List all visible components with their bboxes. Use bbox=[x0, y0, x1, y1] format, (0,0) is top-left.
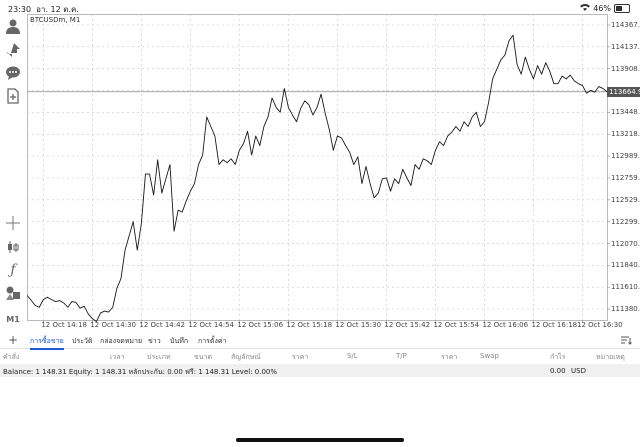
terminal-tabs: + การซื้อขาย ประวัติ กล่องจดหมาย ข่าว บั… bbox=[0, 333, 640, 350]
chat-icon[interactable] bbox=[4, 64, 22, 82]
sort-icon[interactable] bbox=[620, 335, 632, 345]
y-tick-label: 114367.60 bbox=[611, 20, 640, 29]
profit-value: 0.00 bbox=[550, 367, 566, 375]
orders-header: คำสั่ง เวลา ประเภท ขนาด สัญลักษณ์ ราคา S… bbox=[0, 350, 640, 362]
y-tick-label: 111840.35 bbox=[611, 261, 640, 270]
price-series-line bbox=[27, 34, 608, 322]
current-price-tag: 113664.91 bbox=[607, 86, 640, 97]
y-tick-label: 111380.85 bbox=[611, 305, 640, 314]
wifi-icon bbox=[580, 3, 591, 13]
timeframe-button[interactable]: M1 bbox=[6, 314, 20, 324]
col-time: เวลา bbox=[110, 353, 125, 361]
balance-text: Balance: 1 148.31 Equity: 1 148.31 หลักป… bbox=[3, 368, 278, 376]
col-type: ประเภท bbox=[147, 353, 171, 361]
chart-canvas[interactable] bbox=[27, 14, 640, 332]
y-tick-label: 112070.10 bbox=[611, 239, 640, 248]
y-tick-label: 112299.85 bbox=[611, 217, 640, 226]
y-tick-label: 113218.85 bbox=[611, 130, 640, 139]
x-tick-label: 12 Oct 15:54 bbox=[433, 321, 480, 329]
tab-trade[interactable]: การซื้อขาย bbox=[30, 336, 64, 350]
tab-news[interactable]: ข่าว bbox=[148, 337, 161, 345]
col-sl: S/L bbox=[347, 352, 358, 360]
crosshair-icon[interactable] bbox=[4, 214, 22, 232]
y-tick-label: 112989.10 bbox=[611, 152, 640, 161]
x-tick-label: 12 Oct 16:06 bbox=[482, 321, 529, 329]
price-chart[interactable]: BTCUSDm, M1 114367.60 114137.85 113908.10 1… bbox=[27, 14, 640, 332]
x-tick-label: 12 Oct 16:30 bbox=[577, 321, 623, 329]
y-tick-label: 112529.60 bbox=[611, 195, 640, 204]
x-tick-label: 12 Oct 14:30 bbox=[90, 321, 136, 329]
col-comment: หมายเหตุ bbox=[596, 353, 625, 361]
status-time: 23:30 bbox=[8, 5, 32, 14]
x-tick-label: 12 Oct 15:42 bbox=[384, 321, 431, 329]
left-toolbar: ƒ M1 bbox=[0, 14, 26, 332]
col-volume: ขนาด bbox=[194, 353, 213, 361]
col-order: คำสั่ง bbox=[3, 353, 20, 361]
balance-bar: Balance: 1 148.31 Equity: 1 148.31 หลักป… bbox=[0, 364, 640, 377]
status-right: 46% bbox=[580, 3, 630, 13]
objects-icon[interactable] bbox=[4, 284, 22, 302]
status-time-date: 23:30 อา. 12 ต.ค. bbox=[8, 3, 79, 16]
home-indicator bbox=[236, 438, 404, 442]
tab-journal[interactable]: บันทึก bbox=[170, 337, 189, 345]
col-profit: กำไร bbox=[550, 353, 566, 361]
add-icon[interactable]: + bbox=[8, 333, 19, 347]
x-tick-label: 12 Oct 16:18 bbox=[531, 321, 578, 329]
x-tick-label: 12 Oct 15:30 bbox=[335, 321, 382, 329]
col-swap: Swap bbox=[480, 352, 499, 360]
y-tick-label: 113908.10 bbox=[611, 64, 640, 73]
candlestick-icon[interactable] bbox=[4, 238, 22, 256]
function-icon[interactable]: ƒ bbox=[10, 262, 16, 278]
tab-settings[interactable]: การตั้งค่า bbox=[198, 337, 227, 345]
account-icon[interactable] bbox=[4, 17, 22, 35]
col-tp: T/P bbox=[396, 352, 407, 360]
y-tick-label: 114137.85 bbox=[611, 42, 640, 51]
col-symbol: สัญลักษณ์ bbox=[231, 353, 261, 361]
battery-percent: 46% bbox=[593, 3, 611, 13]
x-tick-label: 12 Oct 14:54 bbox=[188, 321, 235, 329]
status-date: อา. 12 ต.ค. bbox=[36, 5, 79, 14]
status-bar: 23:30 อา. 12 ต.ค. 46% bbox=[0, 0, 640, 14]
x-tick-label: 12 Oct 15:06 bbox=[237, 321, 284, 329]
x-tick-label: 12 Oct 15:18 bbox=[286, 321, 333, 329]
x-tick-label: 12 Oct 14:18 bbox=[41, 321, 87, 329]
tab-mailbox[interactable]: กล่องจดหมาย bbox=[100, 337, 143, 345]
col-price: ราคา bbox=[292, 353, 309, 361]
tab-history[interactable]: ประวัติ bbox=[72, 337, 93, 345]
trade-icon[interactable] bbox=[4, 41, 22, 59]
y-tick-label: 111610.60 bbox=[611, 283, 640, 292]
y-tick-label: 113448.60 bbox=[611, 108, 640, 117]
col-current-price: ราคา bbox=[441, 353, 458, 361]
battery-icon bbox=[614, 3, 630, 13]
add-document-icon[interactable] bbox=[4, 87, 22, 105]
chart-symbol: BTCUSDm, M1 bbox=[30, 16, 81, 24]
currency: USD bbox=[571, 367, 586, 375]
plot-frame bbox=[27, 14, 608, 321]
y-tick-label: 112759.35 bbox=[611, 173, 640, 182]
x-tick-label: 12 Oct 14:42 bbox=[139, 321, 185, 329]
